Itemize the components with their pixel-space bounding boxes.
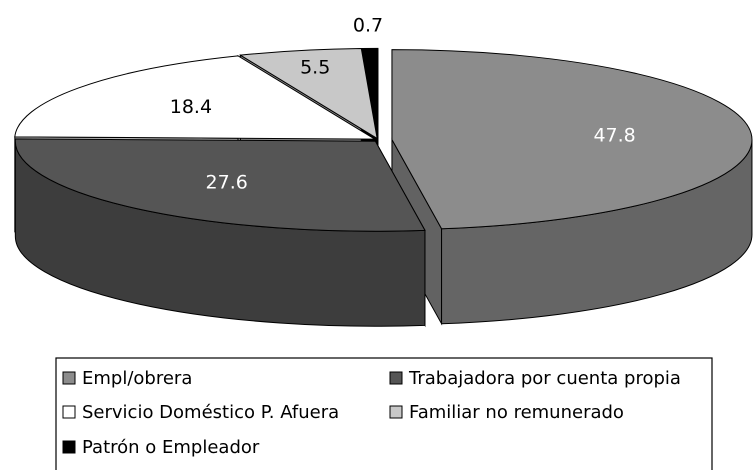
slice [238,48,378,140]
data-label: 5.5 [300,57,330,79]
legend-swatch [62,371,76,385]
legend-box [55,357,713,470]
data-label: 0.7 [353,14,383,36]
legend-swatch [62,405,76,419]
legend-label: Trabajadora por cuenta propia [408,368,681,389]
data-label: 18.4 [170,96,212,118]
legend-label: Familiar no remunerado [409,402,624,423]
legend-swatch [389,405,403,419]
legend: Empl/obrera Trabajadora por cuenta propia… [62,368,681,458]
slice [391,49,753,230]
legend-label: Servicio Doméstico P. Afuera [82,402,339,423]
legend-label: Patrón o Empleador [82,437,260,458]
data-label: 47.8 [593,124,635,146]
legend-swatch [62,440,76,454]
slice [361,47,379,139]
legend-swatch [389,371,403,385]
data-label: 27.6 [206,171,248,193]
pie: 47.8 27.6 18.4 5.5 0.7 [14,14,753,328]
slice [14,138,426,232]
legend-label: Empl/obrera [82,368,192,389]
slice [14,55,377,140]
